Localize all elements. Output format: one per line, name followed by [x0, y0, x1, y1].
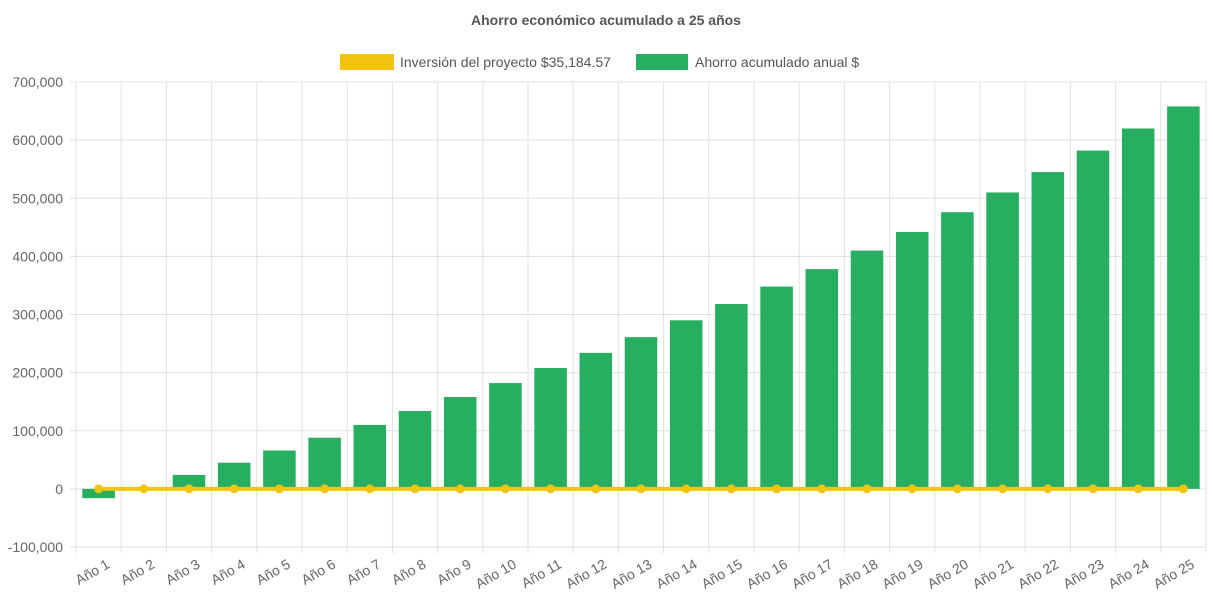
investment-point[interactable]: [1178, 484, 1188, 494]
y-tick-label: 300,000: [12, 307, 63, 323]
investment-point[interactable]: [455, 484, 465, 494]
x-tick-label: Año 17: [789, 556, 836, 592]
savings-bar[interactable]: [579, 352, 613, 489]
grid: [70, 81, 1207, 553]
savings-bar[interactable]: [1076, 150, 1110, 489]
y-tick-label: 100,000: [12, 423, 63, 439]
savings-bar[interactable]: [941, 212, 974, 489]
x-tick-label: Año 7: [344, 556, 384, 588]
legend-item-investment[interactable]: Inversión del proyecto $35,184.57: [340, 54, 611, 70]
savings-bar[interactable]: [850, 250, 884, 489]
legend-item-savings[interactable]: Ahorro acumulado anual $: [636, 54, 859, 70]
x-tick-label: Año 20: [924, 556, 971, 592]
investment-point[interactable]: [952, 484, 962, 494]
y-tick-label: 600,000: [12, 132, 63, 148]
investment-point[interactable]: [500, 484, 510, 494]
savings-bar[interactable]: [895, 231, 929, 489]
investment-point[interactable]: [998, 484, 1008, 494]
chart-title: Ahorro económico acumulado a 25 años: [471, 12, 741, 28]
y-tick-label: 500,000: [12, 190, 63, 206]
y-tick-label: 0: [55, 481, 63, 497]
x-tick-label: Año 16: [744, 556, 791, 592]
savings-bar[interactable]: [624, 337, 658, 489]
investment-point[interactable]: [681, 484, 691, 494]
x-tick-label: Año 18: [834, 556, 881, 592]
y-tick-label: 200,000: [12, 365, 63, 381]
x-tick-label: Año 6: [298, 556, 338, 588]
x-tick-label: Año 22: [1015, 556, 1062, 592]
investment-point[interactable]: [772, 484, 782, 494]
savings-bar[interactable]: [669, 320, 703, 489]
savings-bar[interactable]: [308, 437, 341, 489]
y-tick-label: -100,000: [8, 539, 63, 555]
savings-bar[interactable]: [986, 192, 1019, 489]
savings-bar[interactable]: [760, 286, 793, 489]
legend-label-savings: Ahorro acumulado anual $: [695, 54, 859, 70]
investment-point[interactable]: [139, 484, 149, 494]
legend-swatch-savings: [636, 54, 688, 70]
savings-bar[interactable]: [715, 304, 748, 489]
x-tick-label: Año 23: [1060, 556, 1107, 592]
investment-point[interactable]: [907, 484, 917, 494]
x-tick-label: Año 19: [879, 556, 926, 592]
investment-point[interactable]: [862, 484, 872, 494]
investment-line: [94, 484, 1188, 494]
investment-point[interactable]: [817, 484, 827, 494]
savings-bar[interactable]: [1121, 128, 1155, 489]
savings-bar[interactable]: [534, 367, 567, 489]
savings-bar[interactable]: [263, 450, 296, 489]
investment-point[interactable]: [184, 484, 194, 494]
x-tick-label: Año 24: [1105, 556, 1152, 592]
x-tick-label: Año 8: [389, 556, 429, 588]
x-tick-label: Año 13: [608, 556, 655, 592]
savings-bar[interactable]: [82, 488, 115, 499]
investment-point[interactable]: [274, 484, 284, 494]
legend-swatch-investment: [340, 54, 394, 70]
x-tick-label: Año 3: [163, 556, 203, 588]
investment-point[interactable]: [726, 484, 736, 494]
investment-point[interactable]: [410, 484, 420, 494]
x-tick-label: Año 15: [698, 556, 745, 592]
y-tick-label: 400,000: [12, 248, 63, 264]
savings-bar[interactable]: [353, 424, 387, 489]
legend-label-investment: Inversión del proyecto $35,184.57: [400, 54, 611, 70]
investment-point[interactable]: [365, 484, 375, 494]
investment-point[interactable]: [636, 484, 646, 494]
savings-bar[interactable]: [398, 410, 432, 489]
legend[interactable]: Inversión del proyecto $35,184.57 Ahorro…: [340, 54, 859, 70]
x-tick-label: Año 25: [1150, 556, 1197, 592]
investment-point[interactable]: [546, 484, 556, 494]
savings-bar[interactable]: [443, 397, 477, 489]
x-tick-label: Año 10: [472, 556, 519, 592]
bars: [82, 106, 1200, 499]
x-tick-label: Año 4: [208, 556, 248, 588]
x-tick-label: Año 12: [563, 556, 610, 592]
x-tick-label: Año 11: [519, 556, 565, 592]
savings-bar[interactable]: [489, 383, 522, 489]
x-axis-ticks: Año 1 Año 2 Año 3 Año 4 Año 5 Año 6 Año 7 Año 8…: [72, 556, 1197, 592]
x-tick-label: Año 1: [72, 556, 112, 588]
investment-point[interactable]: [229, 484, 239, 494]
x-tick-label: Año 21: [970, 556, 1017, 592]
savings-bar[interactable]: [1031, 172, 1065, 489]
investment-point[interactable]: [1133, 484, 1143, 494]
investment-point[interactable]: [94, 484, 104, 494]
x-tick-label: Año 14: [653, 556, 700, 592]
savings-bar[interactable]: [172, 474, 206, 489]
investment-point[interactable]: [591, 484, 601, 494]
investment-point[interactable]: [320, 484, 330, 494]
savings-bar[interactable]: [1167, 106, 1200, 489]
investment-point[interactable]: [1043, 484, 1053, 494]
x-tick-label: Año 9: [434, 556, 474, 588]
y-tick-label: 700,000: [12, 74, 63, 90]
x-tick-label: Año 2: [118, 556, 158, 588]
savings-bar[interactable]: [805, 269, 839, 489]
y-axis-ticks: 700,000 600,000 500,000 400,000 300,000 200,0…: [8, 74, 63, 555]
x-tick-label: Año 5: [253, 556, 293, 588]
investment-point[interactable]: [1088, 484, 1098, 494]
